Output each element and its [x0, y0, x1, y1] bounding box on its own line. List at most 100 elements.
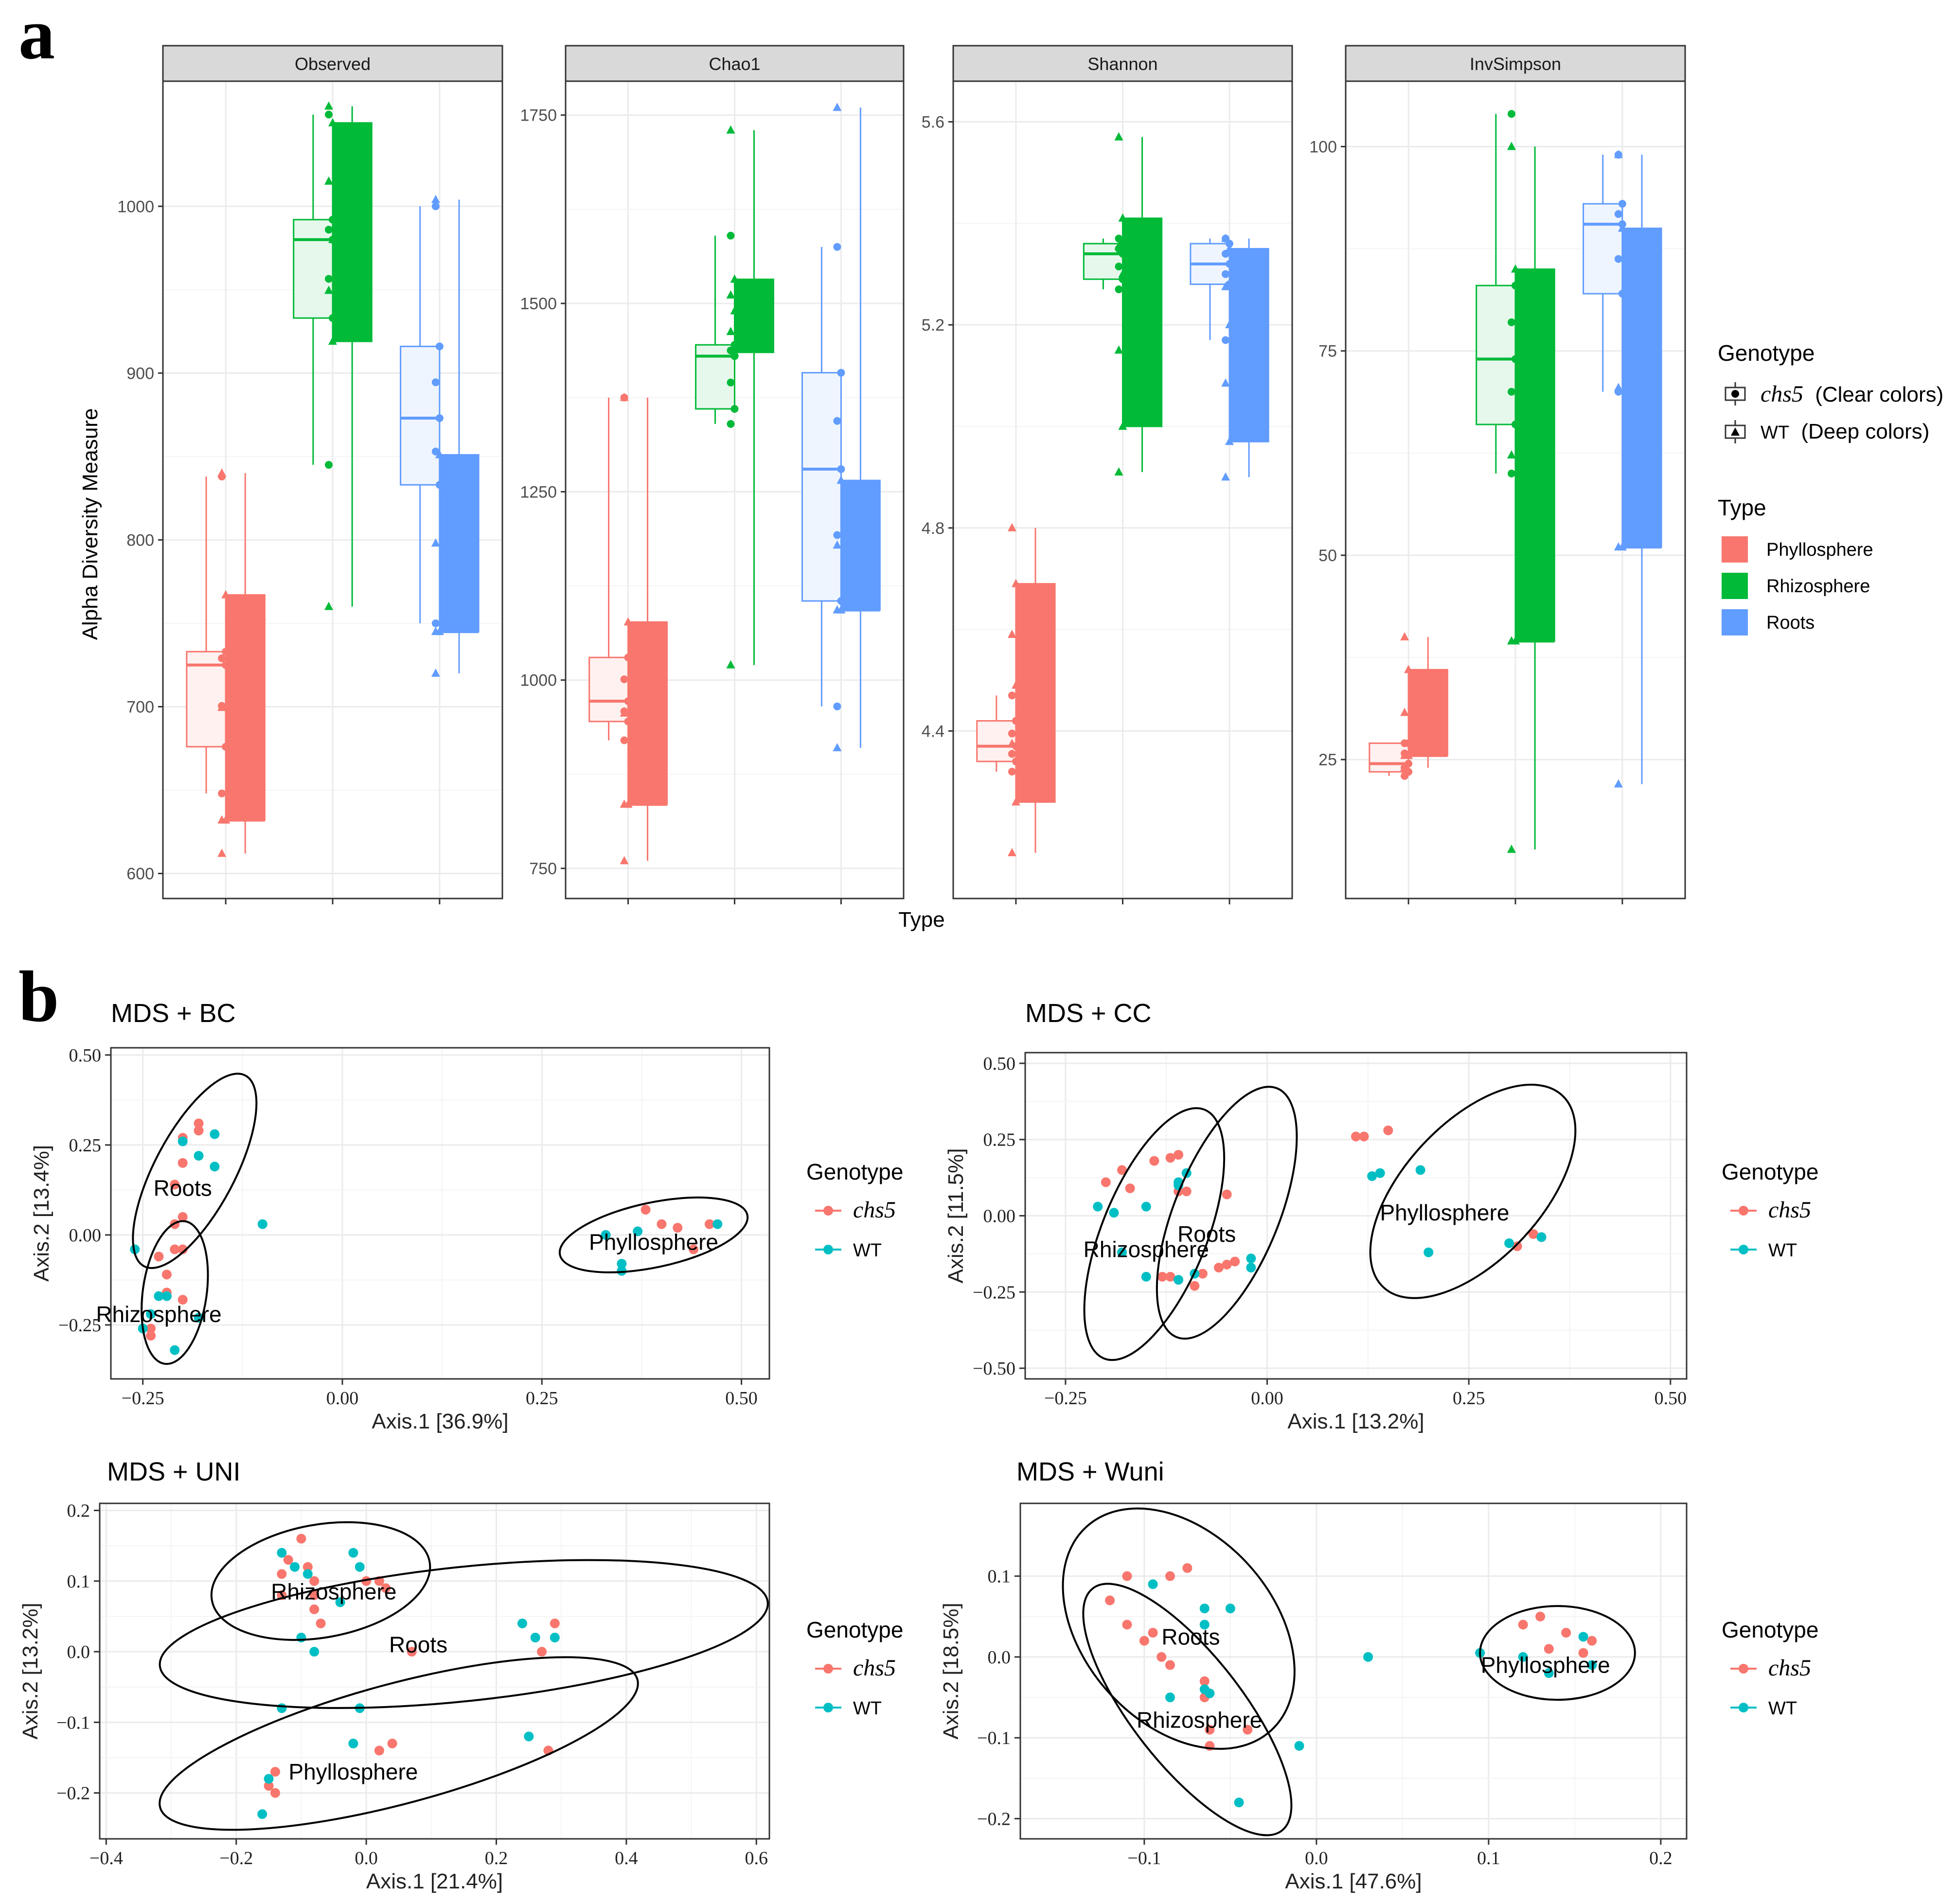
y-tick-label: 0.00: [69, 1225, 102, 1246]
scatter-point-wt: [277, 1548, 287, 1558]
mds-panel: [100, 1503, 769, 1839]
scatter-point-chs5: [1174, 1150, 1184, 1160]
data-point-triangle: [1511, 264, 1520, 273]
mds-title: MDS + UNI: [107, 1457, 241, 1486]
data-point-triangle: [324, 101, 333, 110]
data-point-triangle: [324, 285, 333, 294]
y-tick-label: 0.1: [67, 1571, 90, 1592]
data-point-circle: [833, 531, 841, 539]
scatter-point-chs5: [1105, 1595, 1115, 1605]
scatter-point-chs5: [194, 1118, 204, 1128]
y-tick-label: 0.0: [67, 1642, 90, 1662]
box-rhizosphere-wt: [1114, 132, 1163, 476]
data-point-circle: [1008, 729, 1016, 738]
box-rhizosphere-wt: [1507, 141, 1555, 853]
panel-letter-b: b: [18, 956, 59, 1037]
scatter-point-chs5: [387, 1738, 397, 1748]
data-point-triangle: [217, 703, 227, 711]
scatter-point-wt: [296, 1633, 306, 1642]
scatter-point-chs5: [1139, 1636, 1149, 1646]
scatter-point-chs5: [1518, 1620, 1528, 1630]
scatter-point-wt: [1141, 1201, 1151, 1212]
scatter-point-chs5: [1383, 1125, 1393, 1135]
scatter-point-chs5: [170, 1244, 180, 1254]
data-point-triangle: [1114, 241, 1123, 250]
data-point-circle: [837, 369, 845, 377]
data-point-triangle: [1011, 680, 1020, 689]
data-point-triangle: [1221, 378, 1230, 387]
scatter-point-wt: [264, 1774, 274, 1784]
data-point-triangle: [623, 617, 633, 626]
data-point-triangle: [620, 856, 629, 864]
facet-strip: [565, 45, 905, 82]
box-body: [695, 344, 735, 410]
scatter-point-chs5: [1230, 1256, 1240, 1267]
scatter-point-wt: [550, 1633, 560, 1642]
box-body: [1476, 284, 1516, 425]
scatter-point-wt: [1504, 1238, 1514, 1248]
scatter-point-chs5: [1587, 1636, 1597, 1646]
data-point-triangle: [1618, 542, 1627, 551]
data-point-triangle: [730, 347, 739, 356]
y-tick-label: 75: [1318, 342, 1337, 361]
x-tick-label: 0.50: [725, 1388, 758, 1409]
legend-item-chs5: chs5: [853, 1197, 896, 1223]
scatter-point-chs5: [316, 1618, 326, 1628]
scatter-point-chs5: [302, 1562, 313, 1572]
scatter-point-chs5: [381, 1583, 391, 1593]
scatter-point-wt: [257, 1809, 267, 1819]
scatter-point-chs5: [1117, 1165, 1127, 1175]
scatter-point-chs5: [1101, 1177, 1111, 1187]
scatter-point-chs5: [154, 1252, 164, 1262]
scatter-point-chs5: [309, 1590, 320, 1600]
legend-title: Genotype: [806, 1159, 903, 1184]
mds-bc-chart: MDS + BC Roots Rhizosphere Phyllosphere −0.2…: [30, 999, 903, 1433]
scatter-point-chs5: [1122, 1571, 1132, 1581]
legend-item-chs5: chs5: [853, 1655, 896, 1681]
x-tick-label: 0.1: [1477, 1848, 1500, 1869]
legend-chs5-name: chs5: [1761, 381, 1803, 407]
mds-border: [110, 1047, 770, 1380]
data-point-circle: [435, 414, 444, 422]
facet-strip-label: InvSimpson: [1470, 54, 1561, 74]
box-body: [1583, 203, 1623, 295]
legend-item-wt: WT: [1768, 1698, 1797, 1719]
x-tick-label: 0.4: [615, 1848, 638, 1869]
scatter-point-chs5: [1190, 1281, 1200, 1291]
scatter-point-chs5: [1149, 1156, 1159, 1166]
scatter-point-wt: [178, 1136, 188, 1146]
scatter-point-chs5: [1351, 1131, 1361, 1142]
scatter-point-chs5: [194, 1126, 204, 1136]
data-point-circle: [1115, 234, 1123, 243]
legend-swatch-roots: [1722, 609, 1748, 635]
scatter-point-chs5: [264, 1781, 274, 1791]
svg-text:chs5 (Clear colors): chs5 (Clear colors): [1761, 381, 1943, 407]
legend-key-point: [1739, 1245, 1748, 1254]
data-point-circle: [727, 420, 735, 428]
scatter-point-chs5: [1165, 1271, 1175, 1282]
data-point-circle: [833, 243, 841, 251]
data-point-triangle: [324, 601, 333, 610]
data-point-triangle: [726, 327, 735, 335]
facet-strip: [952, 45, 1293, 82]
data-point-circle: [727, 231, 735, 240]
data-point-circle: [218, 789, 226, 797]
facet-shannon: Shannon 4.4 4.8 5.2 5.6: [922, 45, 1293, 904]
series-wt: [257, 1548, 560, 1819]
group-label-rhizosphere: Rhizosphere: [271, 1579, 396, 1604]
data-point-circle: [1618, 200, 1626, 208]
scatter-point-wt: [154, 1291, 164, 1301]
x-tick-label: −0.1: [1127, 1848, 1161, 1869]
data-point-circle: [833, 702, 841, 710]
scatter-point-chs5: [1197, 1269, 1208, 1279]
ellipse-phyllosphere: [159, 1656, 639, 1831]
box-body: [1015, 583, 1056, 803]
series-wt: [1148, 1579, 1597, 1808]
scatter-point-wt: [524, 1731, 534, 1742]
scatter-point-chs5: [550, 1618, 560, 1628]
box-roots-chs5: [400, 202, 444, 627]
y-axis-title: Axis.2 [11.5%]: [944, 1148, 968, 1284]
group-label-rhizosphere: Rhizosphere: [1084, 1236, 1209, 1262]
panel-letter-a: a: [18, 0, 55, 74]
